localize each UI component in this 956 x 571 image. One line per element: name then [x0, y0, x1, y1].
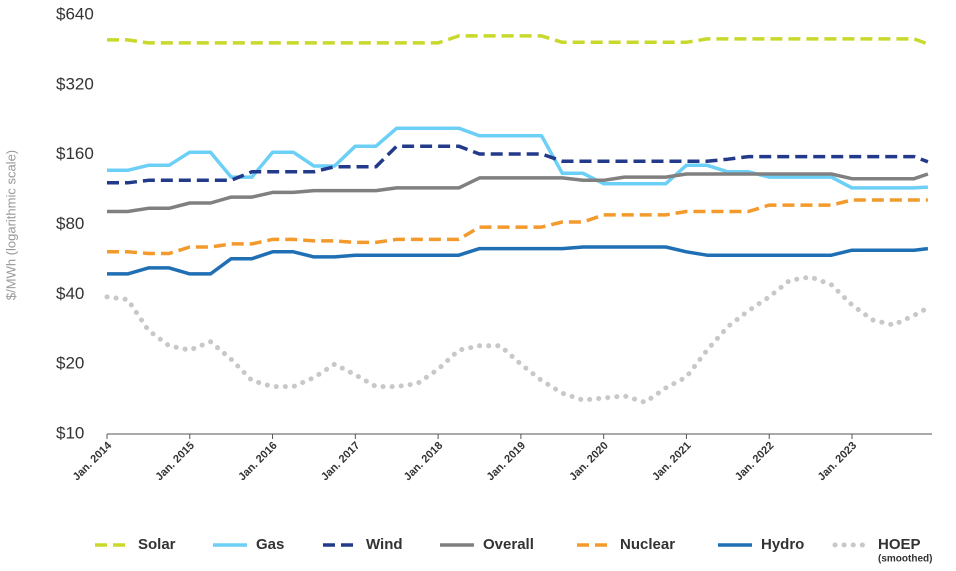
legend-label: HOEP	[878, 536, 921, 553]
x-tick-label: Jan. 2015	[153, 440, 197, 484]
y-tick-label: $320	[56, 74, 94, 93]
series-line	[107, 198, 928, 256]
series-line	[107, 144, 929, 185]
legend-label: Hydro	[761, 536, 804, 553]
legend-label: Solar	[138, 536, 176, 553]
series-line	[107, 172, 929, 214]
series-line	[107, 34, 929, 46]
x-tick-label: Jan. 2023	[816, 440, 860, 484]
x-tick-label: Jan. 2022	[733, 440, 777, 484]
x-tick-label: Jan. 2017	[319, 440, 363, 484]
y-tick-label: $80	[56, 214, 84, 233]
y-tick-label: $10	[56, 423, 84, 442]
y-tick-label: $160	[56, 144, 94, 163]
x-tick-label: Jan. 2018	[402, 440, 446, 484]
series-line	[107, 126, 929, 190]
legend-label: Wind	[366, 536, 403, 553]
x-tick-label: Jan. 2021	[650, 440, 694, 484]
legend-note: (smoothed)	[878, 554, 932, 565]
y-tick-label: $40	[56, 284, 84, 303]
legend-label: Nuclear	[620, 536, 675, 553]
legend-label: Overall	[483, 536, 534, 553]
legend-label: Gas	[256, 536, 284, 553]
y-tick-label: $20	[56, 354, 84, 373]
x-tick-label: Jan. 2016	[236, 440, 280, 484]
series-line	[104, 274, 931, 405]
x-tick-label: Jan. 2019	[485, 440, 529, 484]
x-tick-label: Jan. 2020	[567, 440, 611, 484]
y-tick-label: $640	[56, 4, 94, 23]
x-tick-label: Jan. 2014	[71, 439, 115, 483]
y-axis-label: $/MWh (logarithmic scale)	[3, 150, 18, 300]
series-line	[107, 245, 929, 276]
